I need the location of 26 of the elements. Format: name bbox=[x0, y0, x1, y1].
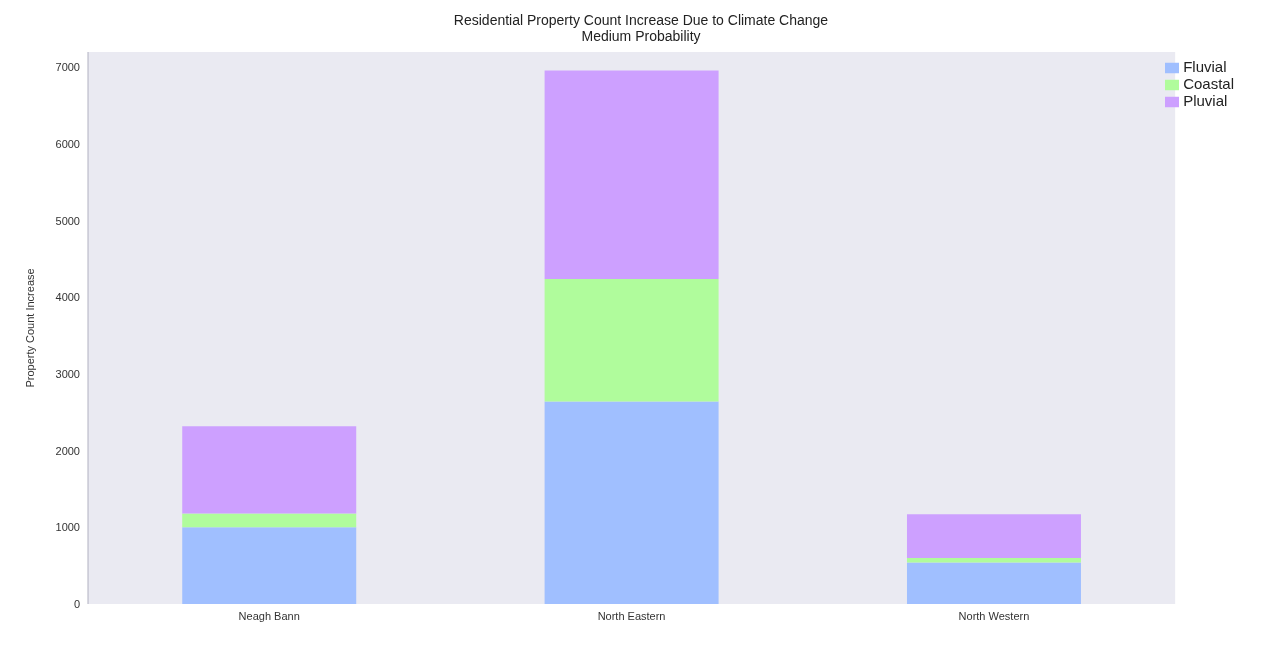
bar bbox=[544, 278, 719, 402]
y-tick-label: 0 bbox=[73, 597, 80, 610]
bar bbox=[906, 562, 1081, 604]
bar bbox=[182, 513, 357, 528]
y-tick-label: 5000 bbox=[55, 214, 80, 227]
y-tick-label: 2000 bbox=[55, 444, 80, 457]
bar bbox=[906, 558, 1081, 563]
y-tick-label: 1000 bbox=[55, 521, 80, 534]
bar bbox=[544, 70, 719, 279]
y-tick-label: 3000 bbox=[55, 367, 80, 380]
chart-title: Residential Property Count Increase Due to Climate Change bbox=[452, 12, 830, 28]
bar bbox=[906, 514, 1081, 558]
legend-label: Pluvial bbox=[1183, 92, 1228, 110]
x-tick-label: North Eastern bbox=[597, 609, 666, 622]
bar bbox=[182, 426, 357, 514]
y-tick-label: 6000 bbox=[55, 137, 80, 150]
legend-label: Coastal bbox=[1183, 75, 1234, 93]
y-tick-label: 7000 bbox=[55, 61, 80, 74]
bar bbox=[182, 527, 357, 604]
x-tick-label: North Western bbox=[958, 609, 1030, 622]
bar bbox=[544, 401, 719, 604]
y-axis-title: Property Count Increase bbox=[23, 268, 36, 388]
chart-subtitle: Medium Probability bbox=[580, 28, 702, 44]
legend-label: Fluvial bbox=[1183, 58, 1227, 75]
y-tick-label: 4000 bbox=[55, 291, 80, 304]
x-tick-label: Neagh Bann bbox=[238, 609, 300, 622]
